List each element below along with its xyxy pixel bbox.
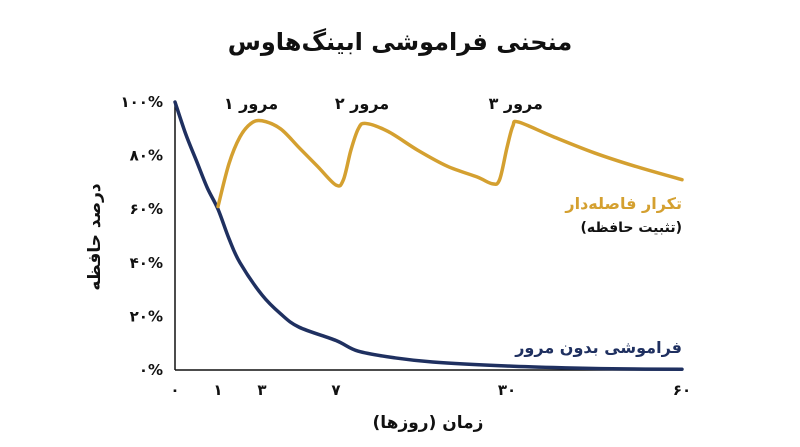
- forgetting-series-label: فراموشی بدون مرور: [514, 338, 682, 357]
- review-annotation: مرور ۱: [224, 94, 278, 113]
- y-tick-label: ۸۰%: [130, 147, 163, 165]
- y-tick-label: ۰%: [139, 361, 163, 379]
- y-tick-label: ۶۰%: [130, 200, 163, 218]
- review-annotation: مرور ۲: [335, 94, 389, 113]
- spaced-series-label: تکرار فاصله‌دار: [564, 194, 682, 213]
- x-tick-label: ۶۰: [673, 381, 691, 399]
- spaced-series-subtitle: (تثبیت حافظه): [580, 220, 682, 236]
- series-spaced-line: [216, 118, 684, 209]
- x-tick-label: ۱: [213, 381, 222, 399]
- annotations: مرور ۱ مرور ۲ مرور ۳: [224, 94, 543, 113]
- y-ticks: ۰% ۲۰% ۴۰% ۶۰% ۸۰% ۱۰۰%: [121, 93, 164, 379]
- y-tick-label: ۱۰۰%: [121, 93, 164, 111]
- x-tick-label: ۳: [257, 381, 266, 399]
- chart-title: منحنی فراموشی ابینگ‌هاوس: [228, 28, 573, 56]
- y-tick-label: ۴۰%: [130, 254, 163, 272]
- y-tick-label: ۲۰%: [130, 307, 163, 325]
- x-tick-label: ۰: [170, 381, 179, 399]
- x-axis-label: زمان (روزها): [373, 413, 484, 433]
- x-tick-label: ۳۰: [498, 381, 516, 399]
- x-tick-label: ۷: [331, 381, 340, 399]
- y-axis-label: درصد حافظه: [85, 183, 105, 291]
- series-forgetting-line: [173, 100, 684, 371]
- x-ticks: ۰ ۱ ۳ ۷ ۳۰ ۶۰: [170, 381, 691, 399]
- review-annotation: مرور ۳: [489, 94, 543, 113]
